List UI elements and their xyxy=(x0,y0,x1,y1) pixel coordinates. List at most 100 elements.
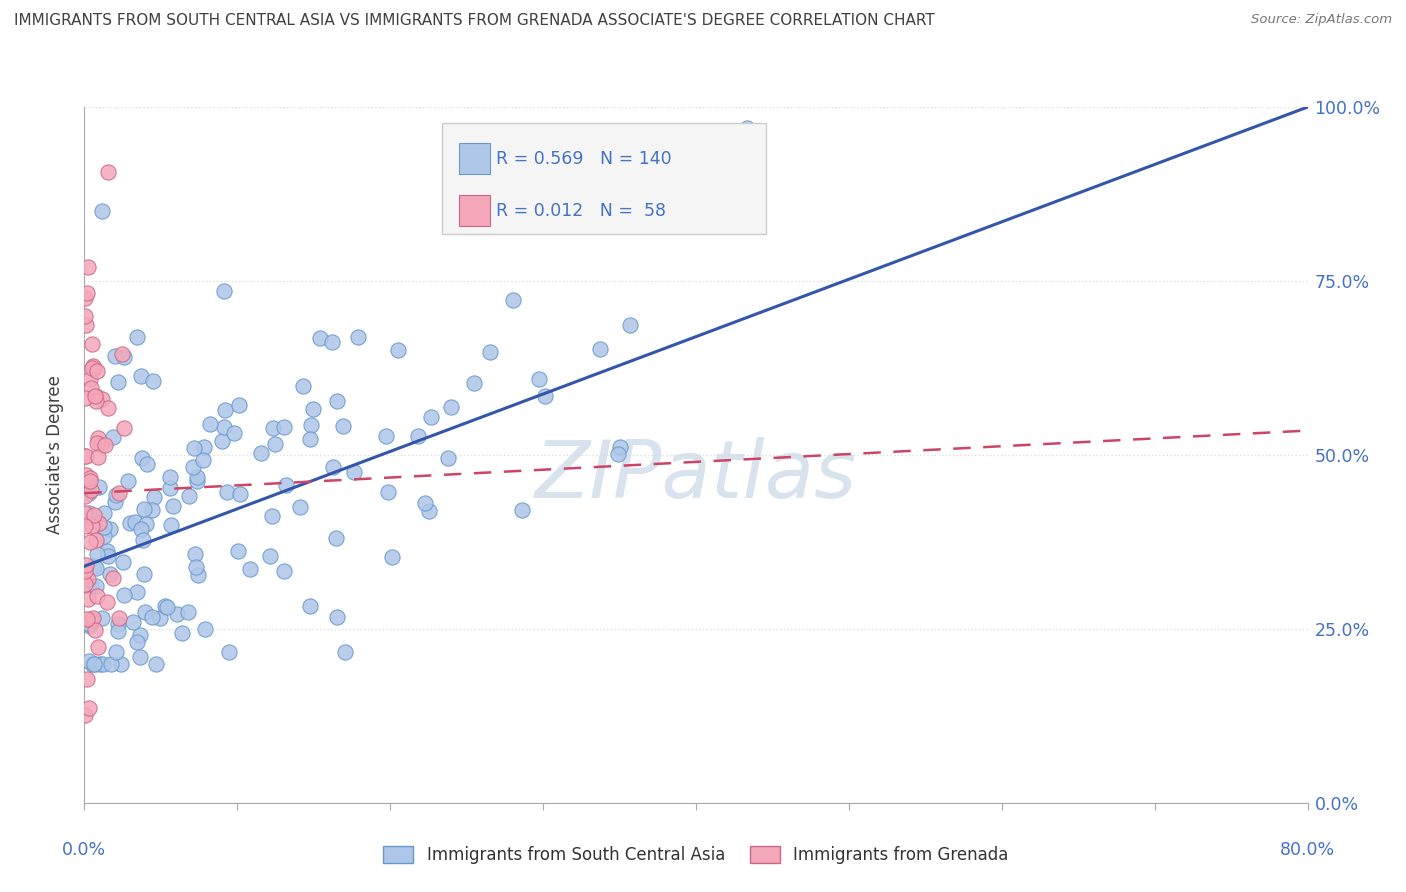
Point xyxy=(346,330,368,344)
Point xyxy=(299,417,322,432)
Point xyxy=(184,547,207,561)
Point xyxy=(93,506,115,520)
Point xyxy=(82,611,104,625)
Point xyxy=(107,617,129,632)
Point xyxy=(262,420,284,434)
Point xyxy=(156,599,179,614)
Point xyxy=(228,487,250,501)
Point xyxy=(103,571,125,585)
Point xyxy=(96,544,118,558)
Point xyxy=(149,611,172,625)
Point xyxy=(112,351,135,365)
Point xyxy=(419,409,441,424)
Point xyxy=(128,628,150,642)
Point xyxy=(141,610,163,624)
Point xyxy=(77,592,100,607)
Point xyxy=(298,432,321,446)
Point xyxy=(533,389,555,403)
Point xyxy=(333,645,356,659)
Point xyxy=(153,599,176,613)
Point xyxy=(73,564,96,578)
Point xyxy=(96,595,118,609)
Point xyxy=(76,572,98,586)
Point xyxy=(80,579,103,593)
Point xyxy=(117,474,139,488)
Point xyxy=(121,615,143,629)
Point xyxy=(80,657,103,671)
Point xyxy=(131,369,153,384)
Point xyxy=(129,650,152,665)
Point xyxy=(377,485,399,500)
Point xyxy=(132,567,155,582)
Point xyxy=(343,465,366,479)
Point xyxy=(186,475,208,489)
Point xyxy=(91,657,114,671)
Point xyxy=(191,453,214,467)
Point xyxy=(86,589,108,603)
Point xyxy=(104,488,127,502)
Point xyxy=(75,318,97,332)
Point xyxy=(160,517,183,532)
Point xyxy=(84,533,107,547)
Point xyxy=(135,516,157,531)
Point xyxy=(260,508,283,523)
Point xyxy=(94,437,117,451)
Point xyxy=(89,657,111,671)
Text: 80.0%: 80.0% xyxy=(1279,841,1336,859)
Point xyxy=(83,657,105,671)
Point xyxy=(273,564,295,578)
Point xyxy=(194,622,217,636)
Point xyxy=(84,579,107,593)
Point xyxy=(86,394,108,409)
Point xyxy=(141,503,163,517)
Point xyxy=(381,549,404,564)
Point xyxy=(159,470,181,484)
Text: 0.0%: 0.0% xyxy=(62,841,107,859)
Point xyxy=(214,403,236,417)
Point xyxy=(77,511,100,525)
Point xyxy=(125,585,148,599)
Point xyxy=(86,640,108,654)
Point xyxy=(77,486,100,500)
Point xyxy=(166,607,188,622)
Text: R = 0.569   N = 140: R = 0.569 N = 140 xyxy=(496,150,672,168)
Point xyxy=(110,657,132,671)
Point xyxy=(93,529,115,543)
Point xyxy=(609,441,631,455)
Point xyxy=(108,611,131,625)
Point xyxy=(79,382,101,396)
Point xyxy=(124,516,146,530)
Point xyxy=(292,379,315,393)
Point xyxy=(75,707,97,722)
Point xyxy=(73,391,96,405)
Point xyxy=(170,626,193,640)
Point xyxy=(75,309,97,323)
Text: ZIPatlas: ZIPatlas xyxy=(534,437,858,515)
Point xyxy=(77,506,100,520)
Point xyxy=(177,489,200,503)
Point xyxy=(131,522,153,536)
Point xyxy=(83,623,105,637)
Point xyxy=(136,458,159,472)
Point xyxy=(82,359,104,374)
Point xyxy=(228,399,250,413)
Point xyxy=(321,334,343,349)
Point xyxy=(86,431,108,445)
Point xyxy=(97,164,120,178)
Point xyxy=(83,657,105,671)
Point xyxy=(134,605,156,619)
Point xyxy=(87,479,110,493)
Point xyxy=(83,508,105,523)
Point xyxy=(607,447,630,461)
Point xyxy=(131,451,153,466)
Point xyxy=(125,330,148,344)
Point xyxy=(463,376,485,390)
Point xyxy=(326,610,349,624)
Point xyxy=(332,418,354,433)
Point xyxy=(619,318,641,332)
Point xyxy=(82,519,104,533)
Point xyxy=(75,468,97,483)
Point xyxy=(239,561,262,575)
Point xyxy=(145,657,167,671)
Point xyxy=(222,425,245,440)
